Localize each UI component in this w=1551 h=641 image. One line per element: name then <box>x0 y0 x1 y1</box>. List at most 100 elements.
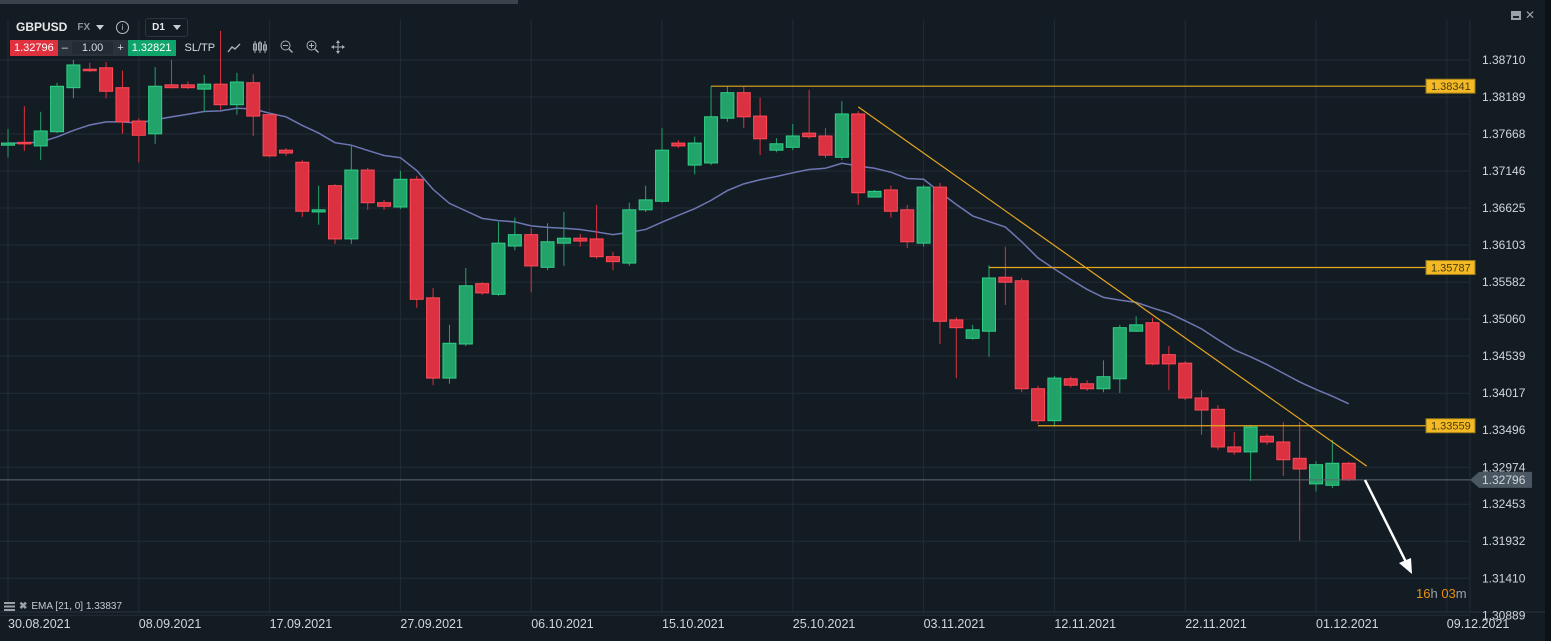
price-tick-label: 1.35060 <box>1482 312 1526 326</box>
candle-bullish <box>229 72 244 115</box>
candle-bearish <box>671 140 686 149</box>
info-icon[interactable]: i <box>116 20 130 34</box>
candle-body <box>1161 354 1176 365</box>
remove-indicator-icon[interactable]: ✖ <box>19 601 28 612</box>
quantity-input[interactable]: 1.00 <box>71 42 114 54</box>
candle-body <box>409 178 424 300</box>
candle-bearish <box>998 246 1013 305</box>
candle-bullish <box>965 324 980 340</box>
candle-bullish <box>393 170 408 210</box>
candle-body <box>295 161 310 212</box>
candle-bullish <box>704 86 719 166</box>
candle-bearish <box>426 287 441 386</box>
buy-button[interactable]: 1.32821 <box>127 40 176 56</box>
candle-body <box>965 329 980 339</box>
candle-body <box>883 189 898 212</box>
candle-bearish <box>82 62 97 73</box>
symbol-name[interactable]: GBPUSD <box>16 20 68 34</box>
candle-body <box>360 169 375 204</box>
candle-body <box>1031 388 1046 422</box>
date-tick-label: 03.11.2021 <box>924 617 986 631</box>
price-tick-label: 1.38710 <box>1482 53 1526 67</box>
candle-body <box>82 68 97 72</box>
candles-icon[interactable] <box>253 40 268 56</box>
candle-body <box>932 186 947 322</box>
line-chart-icon[interactable] <box>227 41 241 56</box>
window-controls: ✕ <box>1511 8 1536 22</box>
candle-body <box>1276 441 1291 461</box>
indicator-settings-icon[interactable] <box>4 602 15 611</box>
candle-bearish <box>213 30 228 110</box>
candle-bullish <box>916 184 931 247</box>
grid <box>0 20 1545 616</box>
date-axis[interactable]: 30.08.2021 08.09.2021 17.09.2021 27.09.2021… <box>8 617 1509 631</box>
minimize-icon[interactable] <box>1511 10 1521 20</box>
candle-body <box>540 241 555 268</box>
candle-bearish <box>17 106 32 151</box>
candle-bullish <box>148 67 163 144</box>
sl-tp-button[interactable]: SL/TP <box>184 42 216 54</box>
candle-bearish <box>1227 432 1242 455</box>
date-tick-label: 01.12.2021 <box>1316 617 1379 631</box>
candle-bullish <box>311 185 326 225</box>
candle-body <box>458 285 473 345</box>
candle-body <box>1210 408 1225 448</box>
date-tick-label: 22.11.2021 <box>1185 617 1247 631</box>
candle-body <box>197 83 212 90</box>
zoom-in-icon[interactable] <box>305 40 319 56</box>
candle-body <box>328 185 342 240</box>
candle-body <box>442 342 457 379</box>
candle-bullish <box>1129 316 1144 332</box>
candle-bearish <box>360 167 375 210</box>
drawing-levels[interactable]: 1.38341 1.35787 1.33559 <box>711 78 1476 467</box>
candle-bullish <box>1309 461 1323 492</box>
candle-body <box>556 237 571 244</box>
candle-body <box>834 113 849 158</box>
candle-bullish <box>442 324 457 384</box>
timeframe-value: D1 <box>152 21 165 33</box>
countdown-minutes: 03 <box>1441 586 1456 601</box>
crosshair-icon[interactable] <box>331 39 346 57</box>
candle-body <box>1178 362 1193 399</box>
candle-body <box>115 87 130 123</box>
decrease-quantity-button[interactable]: – <box>61 42 68 54</box>
candle-bearish <box>475 282 490 296</box>
candle-bearish <box>164 60 179 89</box>
candle-body <box>1227 446 1242 453</box>
candle-bullish <box>556 211 571 266</box>
candle-bearish <box>932 182 947 344</box>
candle-bullish <box>458 268 473 347</box>
timeframe-dropdown[interactable]: D1 <box>145 17 188 37</box>
close-icon[interactable]: ✕ <box>1525 8 1536 22</box>
candle-body <box>17 141 32 145</box>
sell-button[interactable]: 1.32796 <box>10 40 58 56</box>
candle-body <box>720 92 735 119</box>
candle-body <box>344 169 359 240</box>
candle-body <box>736 92 751 118</box>
candle-body <box>900 209 915 243</box>
candle-bearish <box>573 233 588 247</box>
candle-bearish <box>851 111 866 205</box>
price-tick-label: 1.31410 <box>1482 571 1526 585</box>
indicator-legend[interactable]: ✖ EMA [21, 0] 1.33837 <box>4 601 122 612</box>
level-label-box <box>1425 78 1476 94</box>
zoom-out-icon[interactable] <box>279 40 293 56</box>
window-border <box>1545 0 1551 641</box>
price-axis[interactable]: 1.38710 1.38189 1.37668 1.37146 1.36625 1.361… <box>0 53 1532 622</box>
symbol-dropdown-icon[interactable] <box>96 24 105 30</box>
candle-body <box>66 64 81 89</box>
candle-body <box>1309 464 1323 485</box>
candle-body <box>1259 435 1274 443</box>
trade-bar: 1.32796 – 1.00 + 1.32821 SL/TP <box>10 39 346 57</box>
date-tick-label: 25.10.2021 <box>793 617 856 631</box>
price-tick-label: 1.34017 <box>1482 386 1526 400</box>
price-tick-label: 1.30889 <box>1482 608 1526 622</box>
candle-body <box>278 149 293 154</box>
countdown-minutes-unit: m <box>1455 586 1467 601</box>
symbol-bar: GBPUSD FX i D1 <box>16 17 188 37</box>
increase-quantity-button[interactable]: + <box>117 42 124 54</box>
candle-bullish <box>1325 439 1340 489</box>
candle-bullish <box>540 223 555 271</box>
date-tick-label: 27.09.2021 <box>400 617 463 631</box>
